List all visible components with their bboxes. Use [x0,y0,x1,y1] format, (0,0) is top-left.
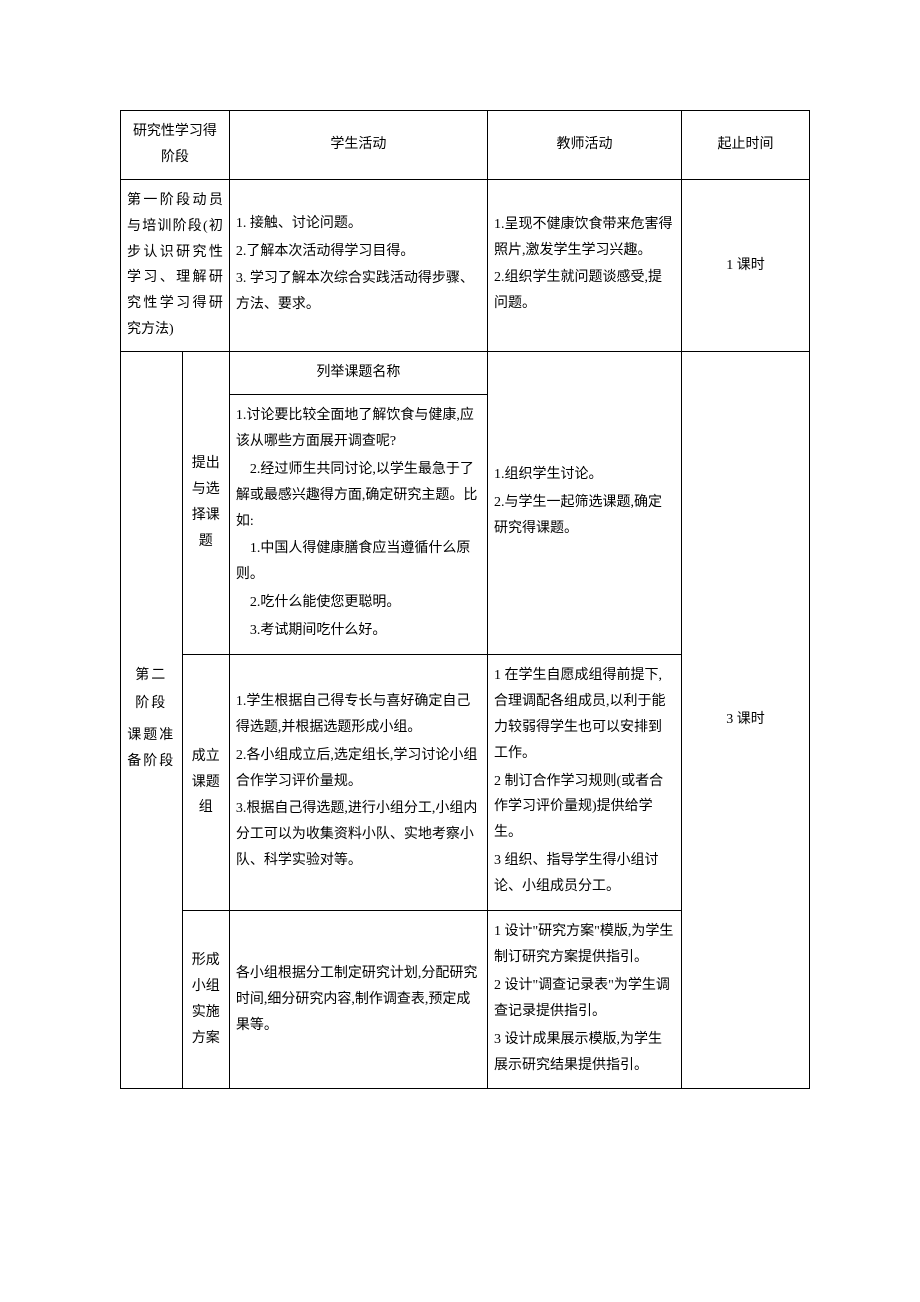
s2a-student-l2: 2.经过师生共同讨论,以学生最急于了解或最感兴趣得方面,确定研究主题。比如: [236,457,481,535]
s2c-teacher-l3: 3 设计成果展示模版,为学生展示研究结果提供指引。 [494,1027,675,1079]
s1-teacher-l2: 2.组织学生就问题谈感受,提问题。 [494,265,675,317]
s2a-student-l3: 1.中国人得健康膳食应当遵循什么原则。 [236,536,481,588]
s2a-teacher-l2: 2.与学生一起筛选课题,确定研究得课题。 [494,490,675,542]
stage2b-teacher: 1 在学生自愿成组得前提下,合理调配各组成员,以利于能力较弱得学生也可以安排到工… [487,655,681,911]
s1-student-l2: 2.了解本次活动得学习目得。 [236,239,481,265]
stage2b-sub: 成立课题组 [182,655,229,911]
s2b-student-l2: 2.各小组成立后,选定组长,学习讨论小组合作学习评价量规。 [236,743,481,795]
stage1-time: 1 课时 [682,179,810,351]
stage1-row: 第一阶段动员与培训阶段(初步认识研究性学习、理解研究性学习得研究方法) 1. 接… [121,179,810,351]
stage1-student: 1. 接触、讨论问题。 2.了解本次活动得学习目得。 3. 学习了解本次综合实践… [229,179,487,351]
s2c-teacher-l1: 1 设计"研究方案"模版,为学生制订研究方案提供指引。 [494,919,675,971]
stage2-label: 第二 阶段 课题准备阶段 [121,352,183,1089]
s2b-student-l1: 1.学生根据自己得专长与喜好确定自己得选题,并根据选题形成小组。 [236,689,481,741]
s2a-teacher-l1: 1.组织学生讨论。 [494,462,675,488]
stage1-label: 第一阶段动员与培训阶段(初步认识研究性学习、理解研究性学习得研究方法) [121,179,230,351]
study-plan-table: 研究性学习得阶段 学生活动 教师活动 起止时间 第一阶段动员与培训阶段(初步认识… [120,110,810,1089]
stage2-label-l3: 课题准备阶段 [127,723,176,775]
s1-student-l3: 3. 学习了解本次综合实践活动得步骤、方法、要求。 [236,266,481,318]
s2b-teacher-l3: 3 组织、指导学生得小组讨论、小组成员分工。 [494,848,675,900]
s2c-teacher-l2: 2 设计"调查记录表"为学生调查记录提供指引。 [494,973,675,1025]
s1-student-l1: 1. 接触、讨论问题。 [236,211,481,237]
header-stage: 研究性学习得阶段 [121,111,230,180]
s2a-student-l4: 2.吃什么能使您更聪明。 [236,590,481,616]
stage2-row-a-title: 第二 阶段 课题准备阶段 提出与选择课题 列举课题名称 1.组织学生讨论。 2.… [121,352,810,395]
stage2-time: 3 课时 [682,352,810,1089]
page-container: 研究性学习得阶段 学生活动 教师活动 起止时间 第一阶段动员与培训阶段(初步认识… [0,0,920,1189]
stage2a-subtitle: 列举课题名称 [229,352,487,395]
header-teacher: 教师活动 [487,111,681,180]
table-header-row: 研究性学习得阶段 学生活动 教师活动 起止时间 [121,111,810,180]
stage2c-sub: 形成小组实施方案 [182,911,229,1089]
s2b-teacher-l1: 1 在学生自愿成组得前提下,合理调配各组成员,以利于能力较弱得学生也可以安排到工… [494,663,675,767]
stage2b-student: 1.学生根据自己得专长与喜好确定自己得选题,并根据选题形成小组。 2.各小组成立… [229,655,487,911]
stage1-teacher: 1.呈现不健康饮食带来危害得照片,激发学生学习兴趣。 2.组织学生就问题谈感受,… [487,179,681,351]
stage2c-teacher: 1 设计"研究方案"模版,为学生制订研究方案提供指引。 2 设计"调查记录表"为… [487,911,681,1089]
s2b-teacher-l2: 2 制订合作学习规则(或者合作学习评价量规)提供给学生。 [494,769,675,847]
s2a-student-l5: 3.考试期间吃什么好。 [236,618,481,644]
stage2c-student: 各小组根据分工制定研究计划,分配研究时间,细分研究内容,制作调查表,预定成果等。 [229,911,487,1089]
stage2-label-l2: 阶段 [127,691,176,717]
header-time: 起止时间 [682,111,810,180]
stage2a-teacher: 1.组织学生讨论。 2.与学生一起筛选课题,确定研究得课题。 [487,352,681,655]
stage2-label-l1: 第二 [127,663,176,689]
stage2a-sub: 提出与选择课题 [182,352,229,655]
s1-teacher-l1: 1.呈现不健康饮食带来危害得照片,激发学生学习兴趣。 [494,212,675,264]
stage2a-student: 1.讨论要比较全面地了解饮食与健康,应该从哪些方面展开调查呢? 2.经过师生共同… [229,395,487,655]
s2a-student-l1: 1.讨论要比较全面地了解饮食与健康,应该从哪些方面展开调查呢? [236,403,481,455]
s2b-student-l3: 3.根据自己得选题,进行小组分工,小组内分工可以为收集资料小队、实地考察小队、科… [236,796,481,874]
header-student: 学生活动 [229,111,487,180]
